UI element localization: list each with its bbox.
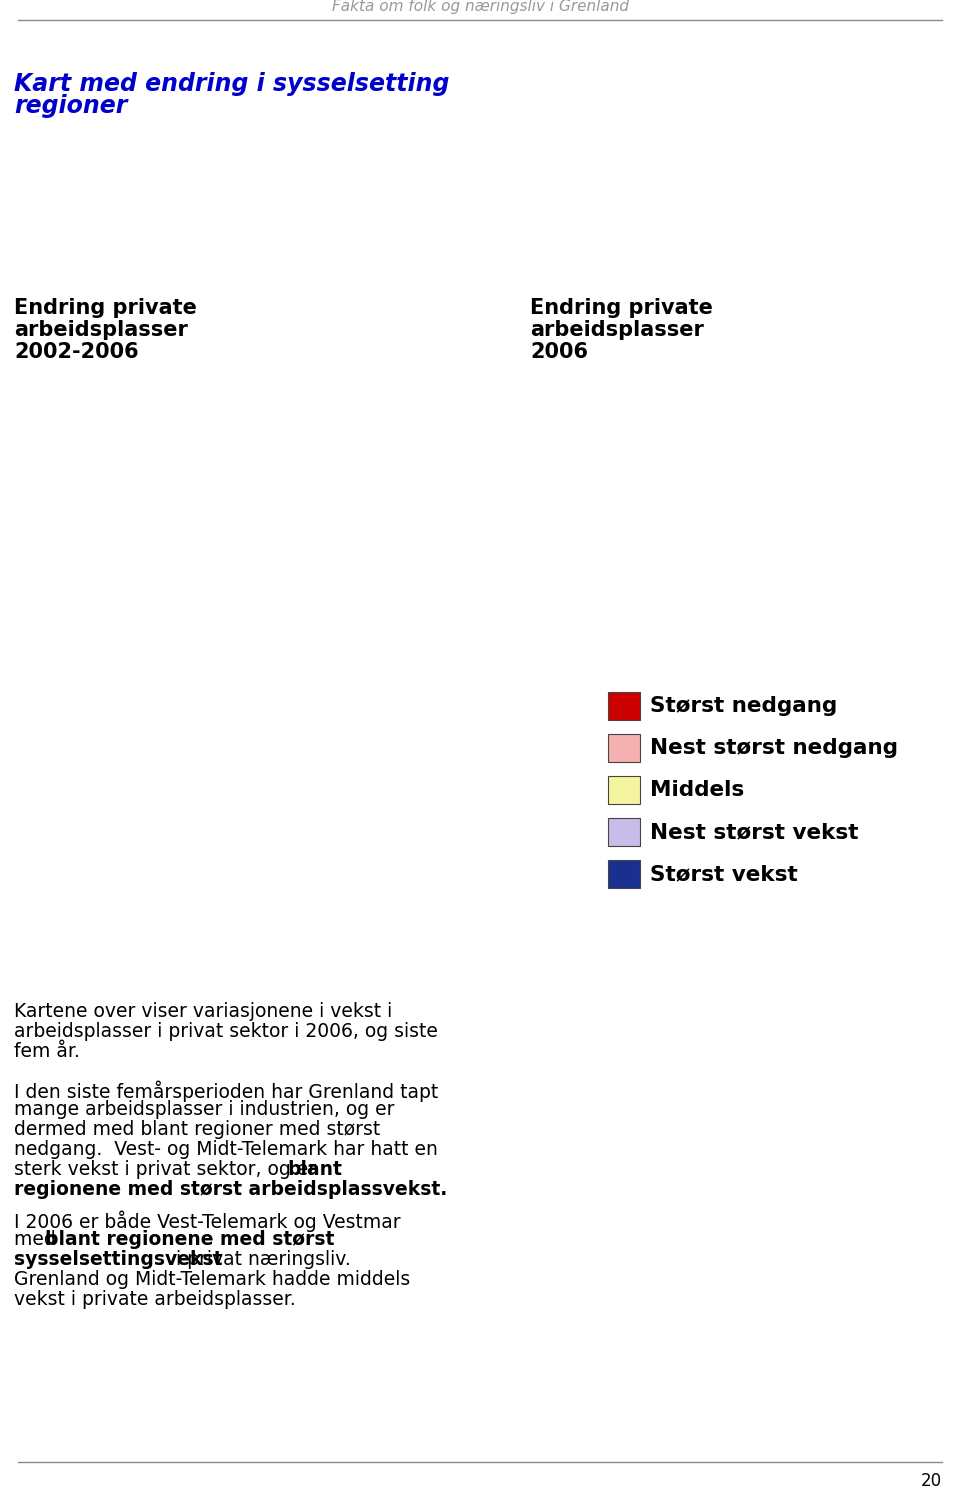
Text: dermed med blant regioner med størst: dermed med blant regioner med størst [14,1120,380,1138]
Text: I 2006 er både Vest-Telemark og Vestmar: I 2006 er både Vest-Telemark og Vestmar [14,1210,400,1232]
Text: nedgang.  Vest- og Midt-Telemark har hatt en: nedgang. Vest- og Midt-Telemark har hatt… [14,1140,438,1159]
Text: Kart med endring i sysselsetting: Kart med endring i sysselsetting [14,71,449,97]
Bar [608,817,640,846]
Text: arbeidsplasser: arbeidsplasser [530,319,704,340]
Text: Kartene over viser variasjonene i vekst i: Kartene over viser variasjonene i vekst … [14,1002,393,1021]
Text: blant regionene med størst: blant regionene med størst [45,1230,335,1250]
Text: Middels: Middels [650,780,744,799]
Bar [608,776,640,804]
Text: Fakta om folk og næringsliv i Grenland: Fakta om folk og næringsliv i Grenland [331,0,629,13]
Text: Størst nedgang: Størst nedgang [650,695,837,716]
Text: 20: 20 [921,1473,942,1486]
Bar [608,860,640,889]
Text: 2006: 2006 [530,342,588,363]
Text: sysselsettingsvekst: sysselsettingsvekst [14,1250,223,1269]
Text: blant: blant [287,1161,342,1178]
Text: 2002-2006: 2002-2006 [14,342,138,363]
Text: sterk vekst i privat sektor, og er: sterk vekst i privat sektor, og er [14,1161,323,1178]
Text: i privat næringsliv.: i privat næringsliv. [170,1250,350,1269]
Text: Endring private: Endring private [530,299,713,318]
Text: Nest størst nedgang: Nest størst nedgang [650,739,898,758]
Text: vekst i private arbeidsplasser.: vekst i private arbeidsplasser. [14,1290,296,1309]
Text: fem år.: fem år. [14,1042,80,1061]
Text: Endring private: Endring private [14,299,197,318]
Text: mange arbeidsplasser i industrien, og er: mange arbeidsplasser i industrien, og er [14,1100,395,1119]
Text: regionene med størst arbeidsplassvekst.: regionene med størst arbeidsplassvekst. [14,1180,447,1199]
Text: I den siste femårsperioden har Grenland tapt: I den siste femårsperioden har Grenland … [14,1080,439,1101]
Text: arbeidsplasser i privat sektor i 2006, og siste: arbeidsplasser i privat sektor i 2006, o… [14,1022,438,1042]
Text: regioner: regioner [14,94,128,117]
Bar [608,734,640,762]
Text: med: med [14,1230,61,1250]
Text: arbeidsplasser: arbeidsplasser [14,319,188,340]
Text: Størst vekst: Størst vekst [650,863,798,884]
Bar [608,692,640,721]
Text: Nest størst vekst: Nest størst vekst [650,822,858,843]
Text: Grenland og Midt-Telemark hadde middels: Grenland og Midt-Telemark hadde middels [14,1271,410,1288]
